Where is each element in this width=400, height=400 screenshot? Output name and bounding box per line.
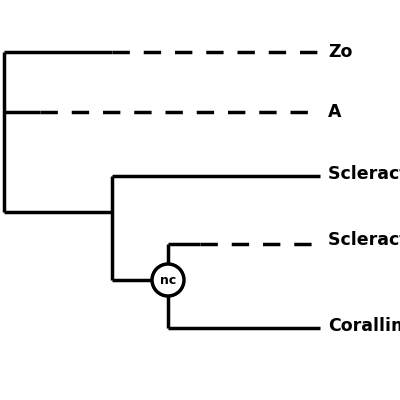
Text: Corallim: Corallim	[328, 317, 400, 335]
Circle shape	[152, 264, 184, 296]
Text: A: A	[328, 103, 342, 121]
Text: Zo: Zo	[328, 43, 352, 61]
Text: Scleractinia (Robu: Scleractinia (Robu	[328, 165, 400, 183]
Text: nc: nc	[160, 274, 176, 286]
Text: Scleractinia (Comple: Scleractinia (Comple	[328, 231, 400, 249]
